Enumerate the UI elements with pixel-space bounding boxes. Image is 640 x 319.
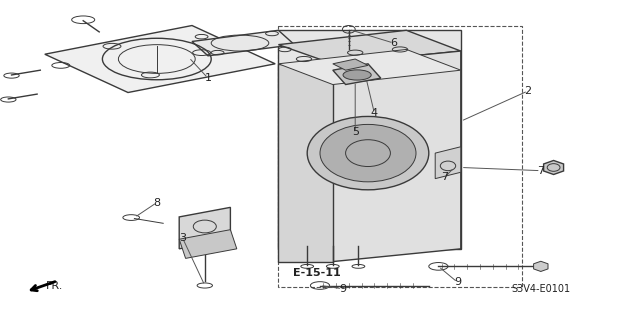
Polygon shape bbox=[333, 59, 368, 70]
Polygon shape bbox=[278, 64, 333, 262]
Text: 4: 4 bbox=[371, 108, 378, 118]
Text: 3: 3 bbox=[179, 233, 186, 243]
Text: 2: 2 bbox=[524, 86, 532, 96]
Text: 5: 5 bbox=[352, 127, 358, 137]
Text: 7: 7 bbox=[441, 172, 449, 182]
Text: FR.: FR. bbox=[45, 280, 63, 291]
Polygon shape bbox=[179, 207, 230, 249]
Ellipse shape bbox=[320, 124, 416, 182]
Text: 9: 9 bbox=[454, 277, 461, 287]
Polygon shape bbox=[333, 51, 461, 262]
Polygon shape bbox=[278, 30, 461, 249]
Polygon shape bbox=[278, 30, 461, 64]
Text: S3V4-E0101: S3V4-E0101 bbox=[511, 284, 570, 294]
Polygon shape bbox=[534, 261, 548, 271]
Polygon shape bbox=[45, 26, 275, 93]
Polygon shape bbox=[543, 160, 564, 174]
Text: 6: 6 bbox=[390, 38, 397, 48]
Bar bbox=[278, 26, 522, 287]
Text: E-15-11: E-15-11 bbox=[293, 268, 340, 278]
Text: 9: 9 bbox=[339, 284, 346, 294]
Ellipse shape bbox=[343, 70, 371, 80]
Polygon shape bbox=[192, 30, 294, 56]
Polygon shape bbox=[435, 147, 461, 179]
Text: 1: 1 bbox=[205, 73, 211, 83]
Polygon shape bbox=[179, 230, 237, 258]
Polygon shape bbox=[278, 49, 461, 85]
Ellipse shape bbox=[307, 116, 429, 190]
Polygon shape bbox=[333, 64, 381, 85]
Text: 7: 7 bbox=[537, 166, 545, 176]
Text: 8: 8 bbox=[153, 197, 161, 208]
